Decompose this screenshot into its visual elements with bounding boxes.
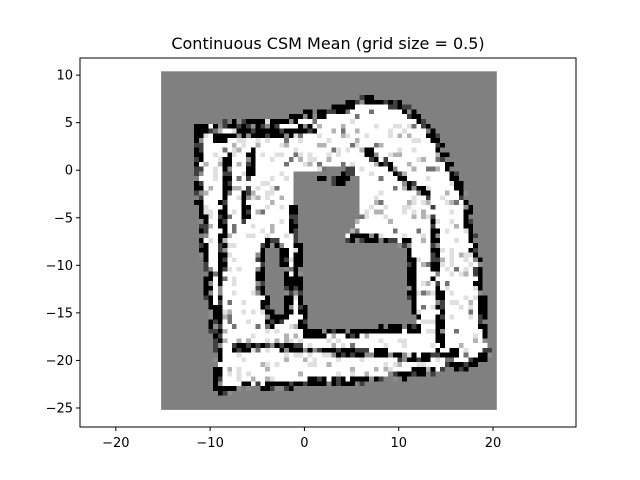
chart-title: Continuous CSM Mean (grid size = 0.5) (171, 34, 484, 53)
y-tick-label: −20 (46, 354, 73, 369)
x-axis: −20 −10 0 10 20 (102, 427, 501, 451)
y-tick-label: −25 (46, 401, 73, 416)
y-axis: 10 5 0 −5 −10 −15 −20 −25 (46, 69, 80, 416)
axes-frame (79, 57, 577, 428)
y-tick-label: 0 (65, 164, 73, 179)
y-tick-label: −5 (54, 211, 73, 226)
x-tick-label: −20 (102, 436, 129, 451)
x-tick-label: 20 (485, 436, 502, 451)
x-tick-label: 0 (300, 436, 308, 451)
plot-area (79, 57, 577, 428)
y-tick-label: −10 (46, 259, 73, 274)
x-tick-label: 10 (390, 436, 407, 451)
y-tick-label: 10 (56, 69, 73, 84)
occupancy-heatmap (161, 71, 497, 410)
y-tick-label: −15 (46, 306, 73, 321)
x-tick-label: −10 (196, 436, 223, 451)
y-tick-label: 5 (65, 116, 73, 131)
